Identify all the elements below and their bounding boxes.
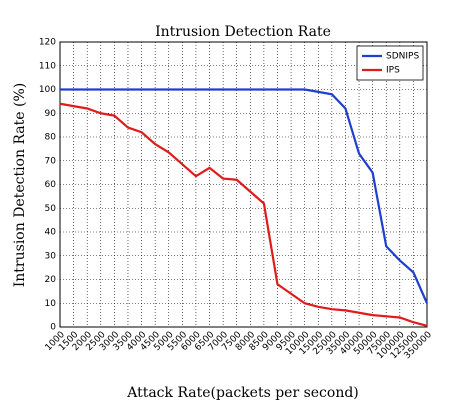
y-tick-label: 10 (45, 299, 57, 309)
chart-title: Intrusion Detection Rate (155, 24, 331, 40)
y-tick-label: 0 (50, 323, 56, 333)
y-tick-label: 20 (45, 275, 57, 285)
y-tick-label: 40 (45, 228, 57, 238)
y-tick-label: 120 (39, 38, 56, 48)
y-tick-label: 50 (45, 204, 57, 214)
line (59, 102, 428, 327)
line (60, 88, 429, 304)
y-tick-label: 60 (45, 180, 57, 190)
y-tick-label: 90 (45, 109, 57, 119)
legend-label: IPS (386, 66, 400, 76)
legend-box (356, 45, 424, 81)
y-tick-label: 70 (45, 156, 57, 166)
plot-frame (59, 41, 428, 328)
legend-label: SDNIPS (386, 52, 419, 62)
y-tick-label: 30 (45, 251, 57, 261)
y-tick-label: 80 (45, 133, 57, 143)
y-axis-label: Intrusion Detection Rate (%) (12, 83, 28, 288)
y-tick-label: 100 (39, 85, 56, 95)
x-axis-label: Attack Rate(packets per second) (126, 385, 359, 401)
y-tick-label: 110 (39, 61, 56, 71)
